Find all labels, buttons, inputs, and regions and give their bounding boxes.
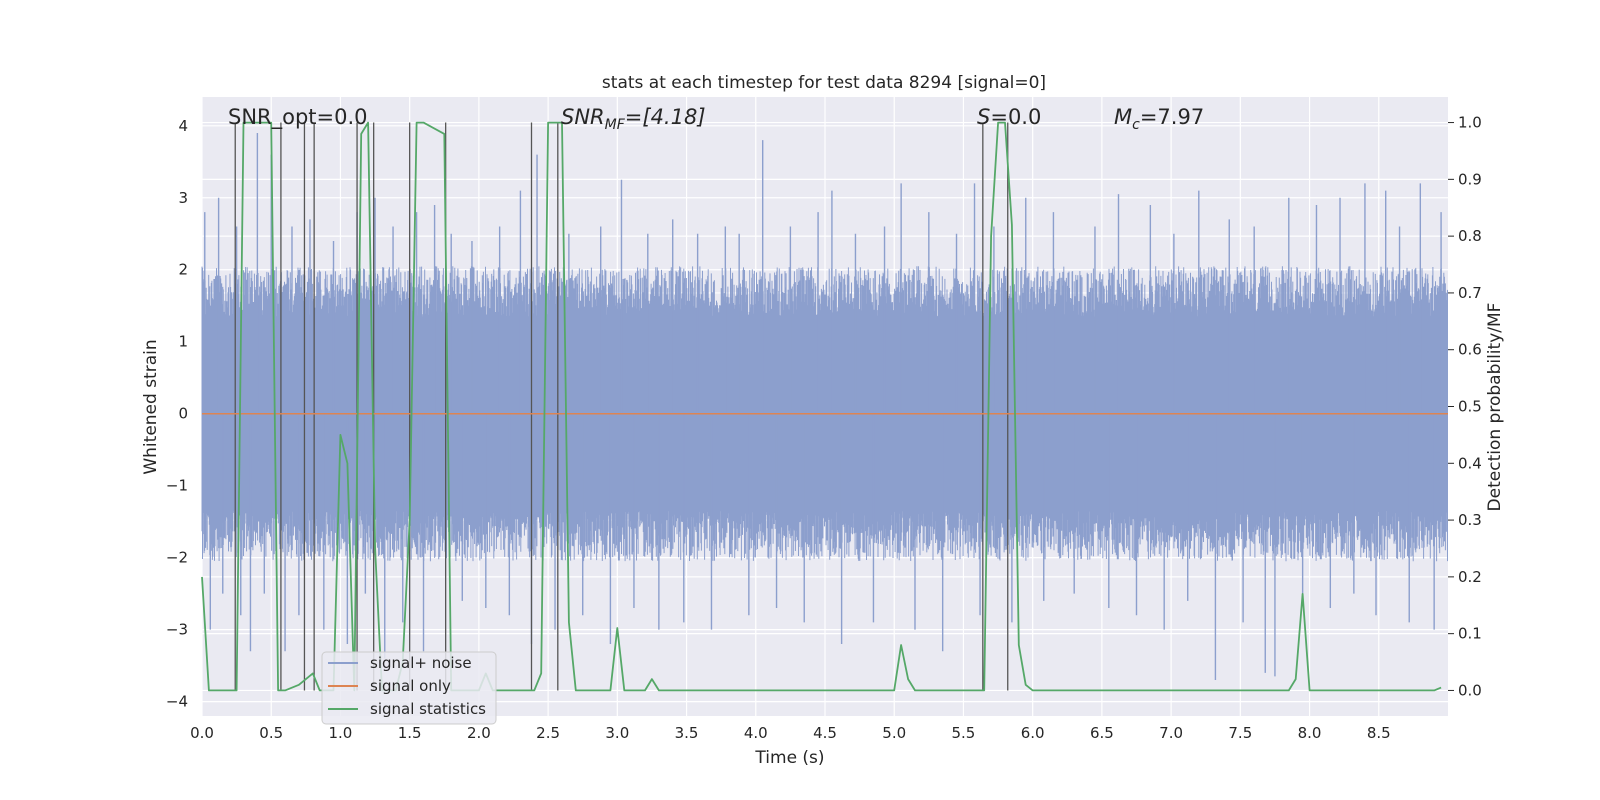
x-tick-label: 8.0 — [1298, 724, 1322, 742]
y2-axis-label: Detection probability/MF — [1485, 303, 1505, 512]
annotation-snr-mf-sub: MF — [605, 117, 626, 133]
x-tick-label: 7.0 — [1159, 724, 1183, 742]
y-tick-label: 0 — [178, 405, 188, 423]
legend-box — [321, 651, 497, 725]
annotation-s-rest: =0.0 — [990, 105, 1041, 129]
y-axis-ticks: −4 −3 −2 −1 0 1 2 3 4 — [166, 117, 188, 711]
annotation-snr-mf-var: SNR — [561, 105, 605, 129]
x-tick-label: 5.5 — [952, 724, 976, 742]
x-tick-label: 8.5 — [1367, 724, 1391, 742]
x-tick-label: 3.0 — [605, 724, 629, 742]
x-tick-label: 6.5 — [1090, 724, 1114, 742]
annotation-s: S=0.0 — [977, 105, 1041, 129]
x-tick-label: 0.5 — [259, 724, 283, 742]
x-tick-label: 4.0 — [744, 724, 768, 742]
y-tick-label: 1 — [178, 333, 188, 351]
annotation-mc-sub: c — [1132, 117, 1140, 133]
legend-label-signal-noise: signal+ noise — [370, 654, 472, 672]
x-tick-label: 5.0 — [882, 724, 906, 742]
x-tick-label: 2.5 — [536, 724, 560, 742]
y-tick-label: −2 — [166, 549, 188, 567]
y2-tick-label: 1.0 — [1458, 114, 1482, 132]
x-tick-label: 0.0 — [190, 724, 214, 742]
y-tick-label: −3 — [166, 621, 188, 639]
y-tick-label: 4 — [178, 117, 188, 135]
y2-tick-label: 0.1 — [1458, 625, 1482, 643]
annotation-snr-mf-rest: =[4.18] — [625, 105, 706, 129]
y2-tick-label: 0.8 — [1458, 227, 1482, 245]
series-signal-noise — [201, 132, 1448, 681]
signal-statistics-line — [201, 121, 1442, 692]
x-tick-label: 1.5 — [398, 724, 422, 742]
y-tick-label: 3 — [178, 189, 188, 207]
x-tick-label: 6.0 — [1021, 724, 1045, 742]
y2-tick-label: 0.7 — [1458, 284, 1482, 302]
x-tick-label: 3.5 — [675, 724, 699, 742]
annotation-snr-mf: SNRMF=[4.18] — [561, 105, 706, 133]
x-axis-label: Time (s) — [754, 748, 824, 768]
y-tick-label: −4 — [166, 693, 188, 711]
annotation-s-var: S — [977, 105, 990, 129]
y2-tick-label: 0.6 — [1458, 341, 1482, 359]
y2-tick-label: 0.9 — [1458, 170, 1482, 188]
x-axis-ticks: 0.0 0.5 1.0 1.5 2.0 2.5 3.0 3.5 4.0 4.5 5.0 5.5 6.0 6… — [190, 724, 1391, 742]
annotation-mc-rest: =7.97 — [1140, 105, 1204, 129]
annotation-mc: Mc=7.97 — [1114, 105, 1204, 133]
legend-label-signal-only: signal only — [370, 677, 451, 695]
legend-label-signal-statistics: signal statistics — [370, 700, 486, 718]
noise-band — [201, 266, 1448, 562]
y2-tick-label: 0.0 — [1458, 681, 1482, 699]
y2-tick-label: 0.5 — [1458, 398, 1482, 416]
y2-axis-ticks: 0.0 0.1 0.2 0.3 0.4 0.5 0.6 0.7 0.8 0.9 1.0 — [1448, 114, 1482, 699]
x-tick-label: 1.0 — [329, 724, 353, 742]
x-tick-label: 4.5 — [813, 724, 837, 742]
y2-tick-label: 0.4 — [1458, 454, 1482, 472]
y-tick-label: 2 — [178, 261, 188, 279]
y-axis-label: Whitened strain — [141, 339, 161, 474]
legend: signal+ noise signal only signal statist… — [321, 651, 497, 725]
annotation-mc-var: M — [1114, 105, 1132, 129]
x-tick-label: 2.0 — [467, 724, 491, 742]
chart-title: stats at each timestep for test data 829… — [602, 73, 1046, 93]
annotation-snr-opt: SNR_opt=0.0 — [228, 105, 368, 130]
x-tick-label: 7.5 — [1228, 724, 1252, 742]
y2-tick-label: 0.3 — [1458, 511, 1482, 529]
y2-tick-label: 0.2 — [1458, 568, 1482, 586]
y-tick-label: −1 — [166, 477, 188, 495]
series-signal-statistics — [201, 121, 1442, 692]
